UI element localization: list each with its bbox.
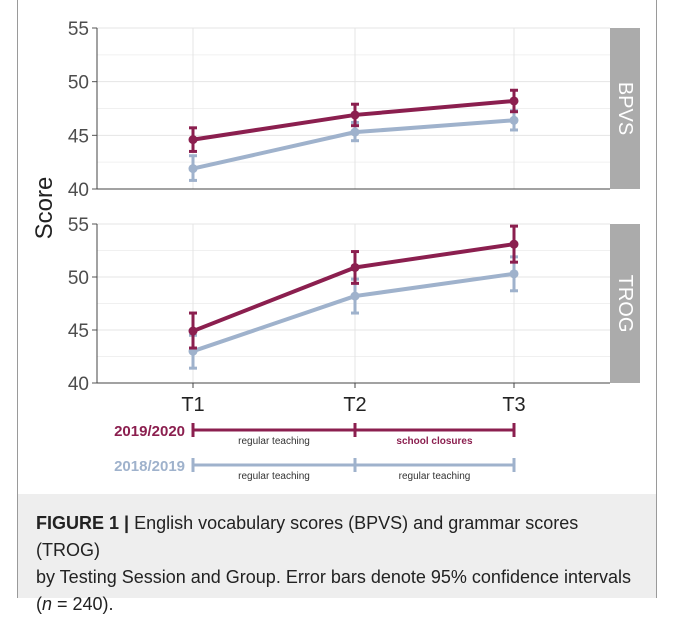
x-tick-label: T2 [343,394,366,416]
y-tick-label: 40 [68,180,89,201]
y-tick-label: 45 [68,126,89,147]
data-point [188,164,198,174]
x-tick-label: T3 [502,394,525,416]
panel-strip [610,28,640,189]
data-point [350,291,360,301]
timeline-period-1: regular teaching [238,436,310,447]
data-point [509,96,519,106]
caption-n: n [42,594,53,614]
caption-background [18,494,656,598]
data-point [509,239,519,249]
panel-strip [610,224,640,383]
y-tick-label: 50 [68,73,89,94]
timeline-period-2: regular teaching [399,471,471,482]
data-point [188,326,198,336]
line-chart: 40 45 50 55 BPVS 40 45 50 55 TROG Score T1 T2 T3 2019/… [31,19,640,482]
timeline-period-1: regular teaching [238,471,310,482]
panel-strip-label: BPVS [614,82,636,135]
y-tick-label: 45 [68,321,89,342]
caption-line-2: by Testing Session and Group. Error bars… [36,567,632,587]
y-axis-label: Score [31,177,58,240]
caption-line-3-close: = 240). [52,594,114,614]
timeline-label: 2018/2019 [114,458,185,475]
data-point [350,127,360,137]
timeline-label: 2019/2020 [114,423,185,440]
data-point [350,110,360,120]
timeline-period-2: school closures [396,436,473,447]
y-tick-label: 55 [68,19,89,40]
data-point [509,115,519,125]
caption-line-1: English vocabulary scores (BPVS) and gra… [36,513,579,560]
data-point [350,262,360,272]
panel-strip-label: TROG [614,275,636,333]
y-tick-label: 50 [68,268,89,289]
figure-caption: FIGURE 1 | English vocabulary scores (BP… [36,510,636,618]
data-point [188,135,198,145]
y-tick-label: 55 [68,215,89,236]
y-tick-label: 40 [68,374,89,395]
figure-number: FIGURE 1 | [36,513,130,533]
x-tick-label: T1 [181,394,204,416]
data-point [509,269,519,279]
